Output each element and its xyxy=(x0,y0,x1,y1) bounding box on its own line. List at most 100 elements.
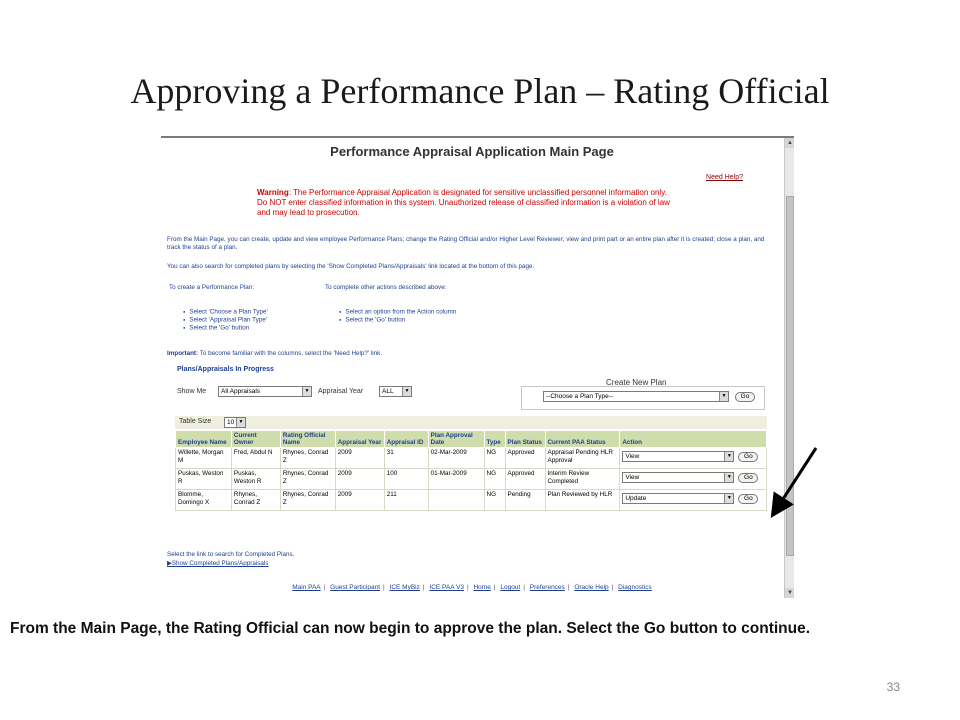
row-go-button[interactable]: Go xyxy=(738,452,759,462)
search-hint: You can also search for completed plans … xyxy=(167,263,535,270)
update-go-button[interactable]: Go xyxy=(738,494,759,504)
section-title: Plans/Appraisals In Progress xyxy=(177,366,274,373)
show-completed-link[interactable]: ▶Show Completed Plans/Appraisals xyxy=(167,560,268,567)
footer-link[interactable]: Main PAA xyxy=(292,584,321,591)
action-cell: View ▼ Go xyxy=(619,447,767,469)
type-cell: NG xyxy=(483,489,506,511)
chevron-down-icon: ▼ xyxy=(724,473,734,482)
create-step: Select the 'Go' button xyxy=(183,324,268,332)
column-header: Current PAA Status xyxy=(544,430,621,448)
table-header-row: Employee Name Current Owner Rating Offic… xyxy=(175,430,767,448)
table-size-label: Table Size xyxy=(179,418,212,425)
important-text: To become familiar with the columns, sel… xyxy=(198,350,383,357)
warning-text: : The Performance Appraisal Application … xyxy=(257,188,670,217)
app-screenshot: Performance Appraisal Application Main P… xyxy=(161,136,794,598)
plan-status-cell: Approved xyxy=(504,468,546,490)
vertical-scrollbar[interactable]: ▲ ▼ xyxy=(784,138,794,598)
separator: | xyxy=(422,584,425,591)
plans-table: Employee Name Current Owner Rating Offic… xyxy=(175,430,767,511)
arrow-right-icon: ▶ xyxy=(167,560,172,567)
table-row: Blomme, Domingo X Rhynes, Conrad Z Rhyne… xyxy=(175,489,767,511)
show-me-value: All Appraisals xyxy=(221,388,261,395)
table-size-select[interactable]: 10 ▼ xyxy=(224,417,246,428)
row-go-button[interactable]: Go xyxy=(738,473,759,483)
completed-note: Select the link to search for Completed … xyxy=(167,551,295,558)
column-header: Appraisal Year xyxy=(334,430,385,448)
create-plan-go-button[interactable]: Go xyxy=(735,392,755,402)
show-me-select[interactable]: All Appraisals ▼ xyxy=(218,386,312,397)
action-value: View xyxy=(625,474,640,481)
footer-link[interactable]: Diagnostics xyxy=(618,584,652,591)
need-help-link[interactable]: Need Help? xyxy=(706,174,743,181)
plan-type-select[interactable]: --Choose a Plan Type-- ▼ xyxy=(543,391,729,402)
action-value: Update xyxy=(625,495,647,502)
create-plan-heading: To create a Performance Plan: xyxy=(169,284,255,291)
scroll-up-icon[interactable]: ▲ xyxy=(785,138,794,148)
plan-status-cell: Approved xyxy=(504,447,546,469)
column-header: Appraisal ID xyxy=(383,430,429,448)
important-note: Important: To become familiar with the c… xyxy=(167,350,382,358)
approval-date-cell: 01-Mar-2009 xyxy=(427,468,485,490)
column-header: Current Owner xyxy=(230,430,281,448)
approval-date-cell xyxy=(427,489,485,511)
appraisal-year-cell: 2009 xyxy=(334,468,385,490)
slide-caption: From the Main Page, the Rating Official … xyxy=(10,620,811,637)
rating-official-cell: Rhynes, Conrad Z xyxy=(279,447,336,469)
separator: | xyxy=(611,584,614,591)
other-step: Select an option from the Action column xyxy=(339,308,456,316)
table-row: Puskas, Weston R Puskas, Weston R Rhynes… xyxy=(175,468,767,490)
footer-link[interactable]: ICE PAA V3 xyxy=(429,584,464,591)
rating-official-cell: Rhynes, Conrad Z xyxy=(279,468,336,490)
footer-link[interactable]: ICE MyBiz xyxy=(389,584,420,591)
footer-link[interactable]: Logout xyxy=(500,584,521,591)
column-header: Action xyxy=(619,430,767,448)
other-steps: Select an option from the Action column … xyxy=(339,308,456,324)
appraisal-id-cell: 31 xyxy=(383,447,429,469)
action-select[interactable]: View ▼ xyxy=(622,451,735,462)
footer-link[interactable]: Preferences xyxy=(529,584,565,591)
plan-status-cell: Pending xyxy=(504,489,546,511)
type-cell: NG xyxy=(483,468,506,490)
paa-status-cell: Plan Reviewed by HLR xyxy=(544,489,621,511)
action-cell: Update ▼ Go xyxy=(619,489,767,511)
appraisal-year-cell: 2009 xyxy=(334,447,385,469)
page-number: 33 xyxy=(886,680,900,694)
employee-name-cell: Puskas, Weston R xyxy=(175,468,232,490)
column-header: Plan Status xyxy=(504,430,546,448)
action-value: View xyxy=(625,453,640,460)
current-owner-cell: Rhynes, Conrad Z xyxy=(230,489,281,511)
scroll-down-icon[interactable]: ▼ xyxy=(785,588,794,598)
action-select[interactable]: Update ▼ xyxy=(622,493,735,504)
intro-paragraph: From the Main Page, you can create, upda… xyxy=(167,236,765,251)
create-step: Select 'Appraisal Plan Type' xyxy=(183,316,268,324)
action-cell: View ▼ Go xyxy=(619,468,767,490)
column-header: Rating Official Name xyxy=(279,430,336,448)
column-header: Plan Approval Date xyxy=(427,430,485,448)
footer-link[interactable]: Oracle Help xyxy=(574,584,609,591)
chevron-down-icon: ▼ xyxy=(302,387,311,396)
appraisal-id-cell: 100 xyxy=(383,468,429,490)
app-page: Performance Appraisal Application Main P… xyxy=(161,138,783,598)
separator: | xyxy=(523,584,525,591)
appraisal-year-select[interactable]: ALL ▼ xyxy=(379,386,412,397)
show-me-label: Show Me xyxy=(177,388,207,395)
table-size-value: 10 xyxy=(227,419,235,426)
scroll-thumb[interactable] xyxy=(786,196,794,556)
appraisal-year-label: Appraisal Year xyxy=(318,388,364,395)
column-header: Type xyxy=(483,430,506,448)
employee-name-cell: Blomme, Domingo X xyxy=(175,489,232,511)
employee-name-cell: Willette, Morgan M xyxy=(175,447,232,469)
current-owner-cell: Puskas, Weston R xyxy=(230,468,281,490)
plan-type-value: --Choose a Plan Type-- xyxy=(546,393,614,400)
separator: | xyxy=(466,584,469,591)
warning-label: Warning xyxy=(257,188,289,197)
slide-title: Approving a Performance Plan – Rating Of… xyxy=(130,71,830,111)
appraisal-year-value: ALL xyxy=(382,388,394,395)
action-select[interactable]: View ▼ xyxy=(622,472,735,483)
type-cell: NG xyxy=(483,447,506,469)
chevron-down-icon: ▼ xyxy=(724,452,734,461)
app-title: Performance Appraisal Application Main P… xyxy=(330,144,614,159)
footer-link[interactable]: Home xyxy=(473,584,491,591)
footer-link[interactable]: Guest Participant xyxy=(330,584,381,591)
warning-message: Warning: The Performance Appraisal Appli… xyxy=(257,188,677,218)
